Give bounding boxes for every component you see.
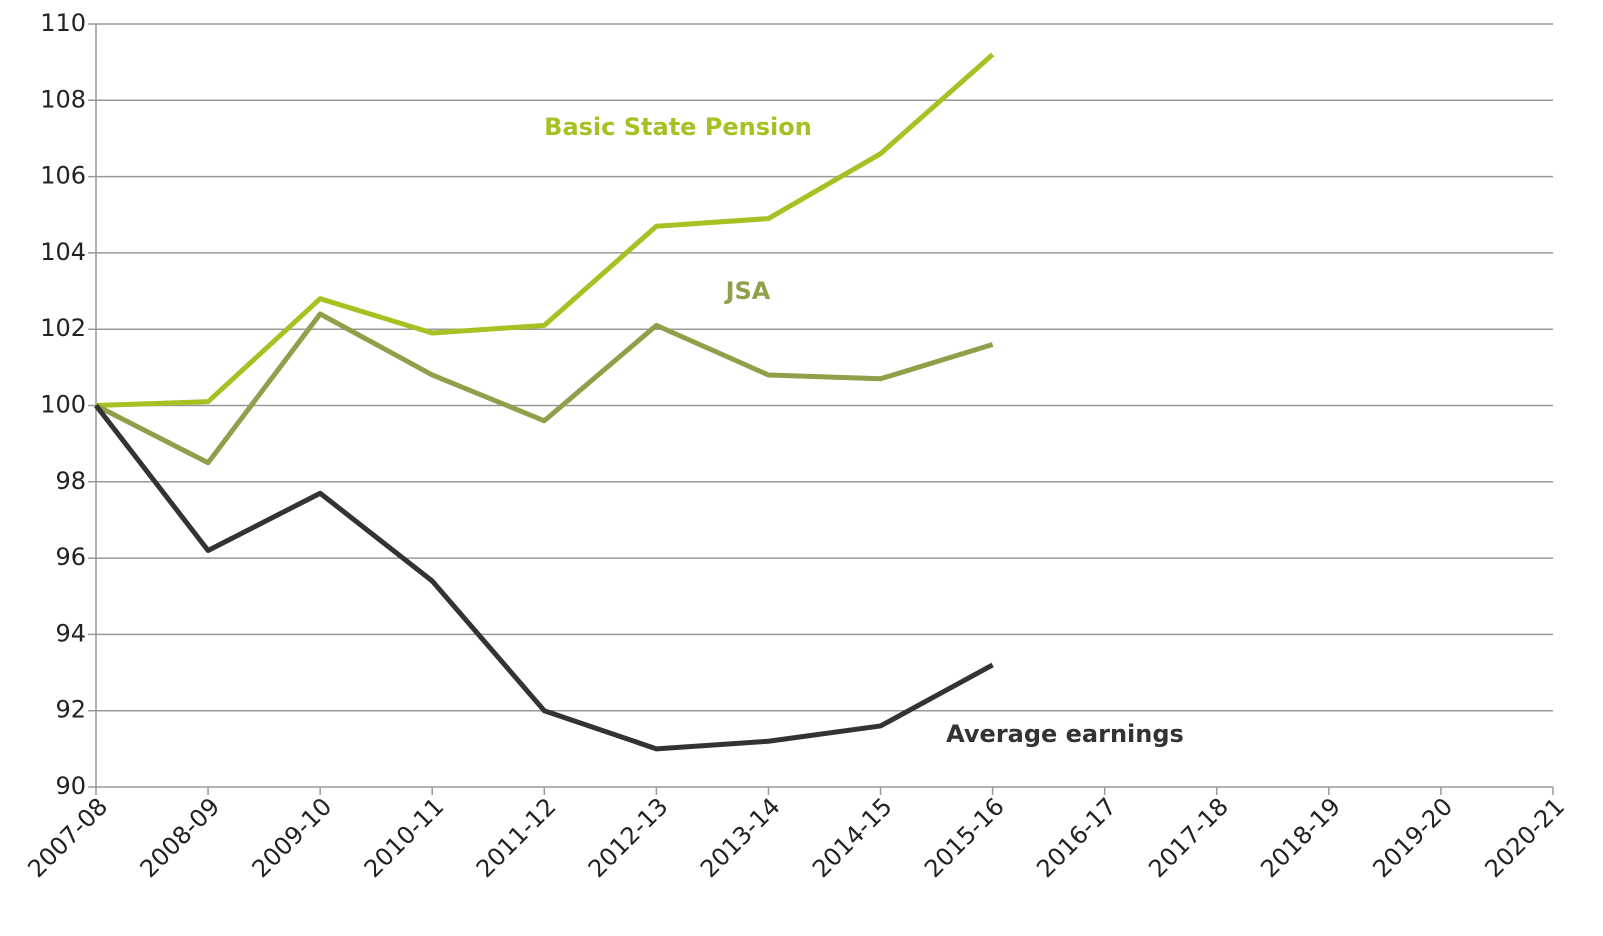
x-tick-label: 2010-11 bbox=[359, 792, 450, 883]
x-tick-label: 2016-17 bbox=[1031, 792, 1122, 883]
series-label: Average earnings bbox=[946, 720, 1184, 748]
x-tick-label: 2008-09 bbox=[135, 792, 226, 883]
x-tick-label: 2015-16 bbox=[919, 792, 1010, 883]
x-tick-label: 2017-18 bbox=[1143, 792, 1234, 883]
y-tick-label: 108 bbox=[40, 85, 86, 113]
x-tick-label: 2012-13 bbox=[583, 792, 674, 883]
x-tick-label: 2018-19 bbox=[1255, 792, 1346, 883]
y-tick-label: 98 bbox=[55, 467, 86, 495]
series-line bbox=[94, 403, 994, 752]
series-line bbox=[94, 311, 994, 466]
x-tick-label: 2020-21 bbox=[1479, 792, 1570, 883]
series-label: Basic State Pension bbox=[544, 113, 812, 141]
x-tick-label: 2009-10 bbox=[247, 792, 338, 883]
x-tick-label: 2013-14 bbox=[695, 792, 786, 883]
x-tick-label: 2011-12 bbox=[471, 792, 562, 883]
series-label: JSA bbox=[724, 277, 771, 305]
y-tick-label: 104 bbox=[40, 238, 86, 266]
y-tick-label: 96 bbox=[55, 543, 86, 571]
y-tick-label: 110 bbox=[40, 9, 86, 37]
y-tick-label: 94 bbox=[55, 619, 86, 647]
y-tick-label: 90 bbox=[55, 772, 86, 800]
series-line bbox=[95, 52, 995, 408]
y-tick-label: 106 bbox=[40, 162, 86, 190]
y-tick-label: 100 bbox=[40, 391, 86, 419]
x-tick-label: 2007-08 bbox=[22, 792, 113, 883]
x-tick-label: 2014-15 bbox=[807, 792, 898, 883]
x-tick-label: 2019-20 bbox=[1367, 792, 1458, 883]
y-tick-label: 102 bbox=[40, 314, 86, 342]
y-tick-label: 92 bbox=[55, 696, 86, 724]
